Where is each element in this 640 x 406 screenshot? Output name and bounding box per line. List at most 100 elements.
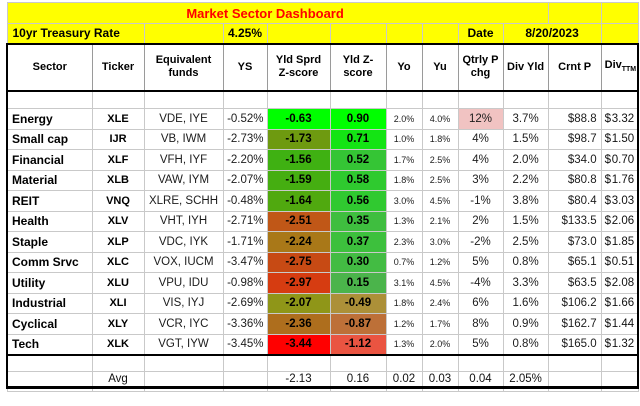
avg-qtrly-p-chg-cell[interactable]: 0.04 (457, 371, 504, 389)
qtrly-p-chg-cell[interactable]: 5% (457, 251, 504, 273)
ys-cell[interactable]: -2.07% (222, 169, 268, 191)
ticker-cell[interactable]: XLP (91, 231, 145, 253)
yld-zscore-cell[interactable]: 0.90 (329, 108, 387, 130)
empty-cell[interactable] (222, 387, 268, 392)
empty-cell[interactable] (502, 90, 549, 109)
empty-cell[interactable] (385, 90, 423, 109)
empty-cell[interactable] (6, 371, 93, 389)
yld-sprd-zscore-cell[interactable]: -1.73 (266, 128, 331, 150)
title-filler-cell[interactable] (547, 2, 602, 24)
yo-cell[interactable]: 1.2% (385, 313, 423, 335)
div-yld-cell[interactable]: 2.2% (502, 169, 549, 191)
yld-sprd-zscore-cell[interactable]: -2.75 (266, 251, 331, 273)
yo-cell[interactable]: 2.0% (385, 108, 423, 130)
ticker-cell[interactable]: XLC (91, 251, 145, 273)
col-header-crnt-p[interactable]: Crnt P (547, 42, 602, 92)
ys-cell[interactable]: -3.47% (222, 251, 268, 273)
yld-sprd-zscore-cell[interactable]: -2.97 (266, 272, 331, 294)
col-header-yu[interactable]: Yu (421, 42, 459, 92)
empty-cell[interactable] (6, 354, 93, 372)
sector-cell[interactable]: Health (6, 210, 93, 232)
div-ttm-cell[interactable]: $1.76 (600, 169, 640, 191)
equivalent-funds-cell[interactable]: VCR, IYC (143, 313, 224, 335)
qtrly-p-chg-cell[interactable]: -2% (457, 231, 504, 253)
ticker-cell[interactable]: IJR (91, 128, 145, 150)
div-ttm-cell[interactable]: $0.51 (600, 251, 640, 273)
div-yld-cell[interactable]: 3.7% (502, 108, 549, 130)
avg-div-yld-cell[interactable]: 2.05% (502, 371, 549, 389)
crnt-p-cell[interactable]: $63.5 (547, 272, 602, 294)
equivalent-funds-cell[interactable]: VGT, IYW (143, 333, 224, 356)
div-ttm-cell[interactable]: $1.44 (600, 313, 640, 335)
div-yld-cell[interactable]: 0.8% (502, 333, 549, 356)
ys-cell[interactable]: -0.48% (222, 190, 268, 212)
ticker-cell[interactable]: XLY (91, 313, 145, 335)
yld-zscore-cell[interactable]: 0.71 (329, 128, 387, 150)
info-filler-cell[interactable] (421, 23, 459, 44)
crnt-p-cell[interactable]: $80.8 (547, 169, 602, 191)
yld-zscore-cell[interactable]: -0.87 (329, 313, 387, 335)
equivalent-funds-cell[interactable]: VIS, IYJ (143, 292, 224, 314)
equivalent-funds-cell[interactable]: VPU, IDU (143, 272, 224, 294)
info-filler-cell[interactable] (600, 23, 639, 44)
empty-cell[interactable] (91, 90, 145, 109)
empty-cell[interactable] (91, 354, 145, 372)
yu-cell[interactable]: 2.0% (421, 333, 459, 356)
div-yld-cell[interactable]: 2.0% (502, 149, 549, 171)
qtrly-p-chg-cell[interactable]: 8% (457, 313, 504, 335)
empty-cell[interactable] (457, 90, 504, 109)
yo-cell[interactable]: 3.0% (385, 190, 423, 212)
qtrly-p-chg-cell[interactable]: 2% (457, 210, 504, 232)
div-yld-cell[interactable]: 1.5% (502, 210, 549, 232)
div-yld-cell[interactable]: 1.6% (502, 292, 549, 314)
qtrly-p-chg-cell[interactable]: 4% (457, 128, 504, 150)
empty-cell[interactable] (222, 90, 268, 109)
yld-sprd-zscore-cell[interactable]: -1.64 (266, 190, 331, 212)
yu-cell[interactable]: 2.5% (421, 149, 459, 171)
empty-cell[interactable] (547, 387, 602, 392)
empty-cell[interactable] (143, 371, 224, 389)
empty-cell[interactable] (385, 387, 423, 392)
qtrly-p-chg-cell[interactable]: -1% (457, 190, 504, 212)
empty-cell[interactable] (266, 354, 331, 372)
ticker-cell[interactable]: VNQ (91, 190, 145, 212)
sector-cell[interactable]: Staple (6, 231, 93, 253)
div-ttm-cell[interactable]: $1.85 (600, 231, 640, 253)
sector-cell[interactable]: Financial (6, 149, 93, 171)
date-label[interactable]: Date (457, 23, 504, 44)
empty-cell[interactable] (421, 90, 459, 109)
sector-cell[interactable]: Cyclical (6, 313, 93, 335)
div-ttm-cell[interactable]: $1.66 (600, 292, 640, 314)
yu-cell[interactable]: 2.4% (421, 292, 459, 314)
empty-cell[interactable] (143, 387, 224, 392)
div-ttm-cell[interactable]: $0.70 (600, 149, 640, 171)
crnt-p-cell[interactable]: $73.0 (547, 231, 602, 253)
yld-zscore-cell[interactable]: 0.30 (329, 251, 387, 273)
yu-cell[interactable]: 2.5% (421, 169, 459, 191)
empty-cell[interactable] (222, 354, 268, 372)
crnt-p-cell[interactable]: $165.0 (547, 333, 602, 356)
qtrly-p-chg-cell[interactable]: 12% (457, 108, 504, 130)
yld-zscore-cell[interactable]: 0.52 (329, 149, 387, 171)
equivalent-funds-cell[interactable]: XLRE, SCHH (143, 190, 224, 212)
empty-cell[interactable] (385, 354, 423, 372)
div-yld-cell[interactable]: 0.9% (502, 313, 549, 335)
div-yld-cell[interactable]: 1.5% (502, 128, 549, 150)
col-header-div-yld[interactable]: Div Yld (502, 42, 549, 92)
yld-sprd-zscore-cell[interactable]: -0.63 (266, 108, 331, 130)
avg-yo-cell[interactable]: 0.02 (385, 371, 423, 389)
qtrly-p-chg-cell[interactable]: -4% (457, 272, 504, 294)
yo-cell[interactable]: 1.3% (385, 210, 423, 232)
avg-yld-zscore-cell[interactable]: 0.16 (329, 371, 387, 389)
ticker-cell[interactable]: XLV (91, 210, 145, 232)
equivalent-funds-cell[interactable]: VFH, IYF (143, 149, 224, 171)
ticker-cell[interactable]: XLE (91, 108, 145, 130)
empty-cell[interactable] (6, 90, 93, 109)
yo-cell[interactable]: 1.0% (385, 128, 423, 150)
div-ttm-cell[interactable]: $3.03 (600, 190, 640, 212)
crnt-p-cell[interactable]: $88.8 (547, 108, 602, 130)
empty-cell[interactable] (222, 371, 268, 389)
crnt-p-cell[interactable]: $80.4 (547, 190, 602, 212)
yld-zscore-cell[interactable]: 0.56 (329, 190, 387, 212)
treasury-rate-value[interactable]: 4.25% (222, 23, 268, 44)
